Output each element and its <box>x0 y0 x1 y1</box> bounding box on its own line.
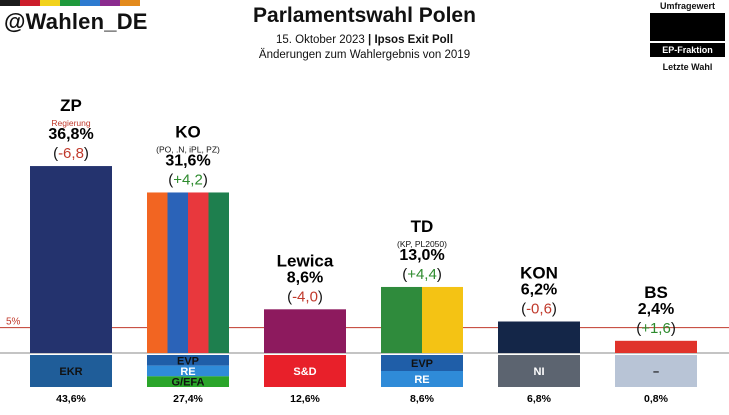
change-value: -6,8 <box>58 145 84 162</box>
vote-share-label: 31,6% <box>165 152 210 169</box>
poll-source: Ipsos Exit Poll <box>374 34 454 46</box>
legend-faction-label: EP-Fraktion <box>650 43 725 57</box>
party-name: TD <box>411 217 434 236</box>
bar-segment <box>30 166 112 353</box>
change-label: (+1,6) <box>636 320 676 337</box>
change-paren: ( <box>521 301 526 318</box>
party-coalition: (PO, .N, iPL, PZ) <box>156 144 220 154</box>
last-election-value: 27,4% <box>173 393 203 405</box>
change-value: -0,6 <box>526 301 552 318</box>
poll-date: 15. Oktober 2023 <box>275 34 365 46</box>
faction-box <box>381 355 463 371</box>
change-paren: ) <box>437 266 442 283</box>
faction-box <box>498 355 580 387</box>
change-paren: ) <box>552 301 557 318</box>
faction-label: RE <box>414 374 429 386</box>
brand-color-swatch <box>40 0 60 6</box>
vote-share-label: 8,6% <box>287 269 323 286</box>
last-election-value: 0,8% <box>644 393 669 405</box>
bar-segment <box>147 192 168 353</box>
change-label: (+4,4) <box>402 266 442 283</box>
change-paren: ( <box>53 145 58 162</box>
party-name: KO <box>175 122 201 141</box>
chart-subtitle-changes: Änderungen zum Wahlergebnis von 2019 <box>258 49 471 61</box>
faction-label: RE <box>180 366 195 378</box>
legend-poll-swatch <box>650 13 725 41</box>
brand-color-swatch <box>20 0 40 6</box>
change-paren: ) <box>84 145 89 162</box>
change-paren: ( <box>402 266 407 283</box>
change-value: -4,0 <box>292 288 318 305</box>
faction-box <box>30 355 112 387</box>
faction-label: S&D <box>293 366 316 378</box>
faction-box <box>615 355 697 387</box>
party-name: Lewica <box>277 251 334 270</box>
account-handle: @Wahlen_DE <box>4 9 148 34</box>
faction-box <box>147 365 229 377</box>
bar-segment <box>615 340 697 353</box>
last-election-value: 43,6% <box>56 393 86 405</box>
threshold-label: 5% <box>6 317 21 328</box>
vote-share-label: 2,4% <box>638 301 674 318</box>
bar-segment <box>381 286 422 353</box>
legend-poll-label: Umfragewert <box>659 1 715 11</box>
change-paren: ) <box>203 171 208 188</box>
change-value: +1,6 <box>641 320 671 337</box>
last-election-value: 8,6% <box>410 393 435 405</box>
brand-color-swatch <box>0 0 20 6</box>
change-label: (-6,8) <box>53 145 89 162</box>
faction-label: G/EFA <box>171 377 204 389</box>
brand-color-swatch <box>120 0 140 6</box>
change-paren: ) <box>671 320 676 337</box>
change-paren: ( <box>168 171 173 188</box>
last-election-value: 6,8% <box>527 393 552 405</box>
change-label: (-4,0) <box>287 288 323 305</box>
bar-segment <box>208 192 229 353</box>
party-name: BS <box>644 283 668 302</box>
bar-segment <box>167 192 188 353</box>
change-label: (-0,6) <box>521 301 557 318</box>
brand-color-swatch <box>80 0 100 6</box>
vote-share-label: 13,0% <box>399 247 444 264</box>
vote-share-label: 36,8% <box>48 126 93 143</box>
change-paren: ( <box>636 320 641 337</box>
bar-segment <box>422 286 463 353</box>
faction-box <box>381 371 463 387</box>
change-paren: ) <box>318 288 323 305</box>
brand-color-swatch <box>100 0 120 6</box>
party-name: KON <box>520 264 558 283</box>
brand-color-strip <box>0 0 140 6</box>
bar-segment <box>498 321 580 353</box>
faction-label: EVP <box>177 355 199 367</box>
faction-box <box>147 376 229 387</box>
faction-label: – <box>653 366 659 378</box>
subtitle-separator: | <box>368 34 372 46</box>
vote-share-label: 6,2% <box>521 282 557 299</box>
faction-box <box>264 355 346 387</box>
legend-last-election-label: Letzte Wahl <box>662 62 713 72</box>
bar-segment <box>188 192 209 353</box>
faction-label: NI <box>534 366 545 378</box>
legend-key: Umfragewert EP-Fraktion Letzte Wahl <box>650 1 725 72</box>
change-value: +4,4 <box>407 266 437 283</box>
party-name: ZP <box>60 96 82 115</box>
party-coalition: (KP, PL2050) <box>397 239 447 249</box>
brand-color-swatch <box>60 0 80 6</box>
faction-label: EVP <box>411 358 433 370</box>
chart-subtitle: 15. Oktober 2023 | Ipsos Exit Poll <box>0 34 729 46</box>
bar-segment <box>264 309 346 353</box>
change-paren: ( <box>287 288 292 305</box>
faction-label: EKR <box>59 366 82 378</box>
change-value: +4,2 <box>173 171 203 188</box>
last-election-value: 12,6% <box>290 393 320 405</box>
party-note: Regierung <box>51 118 90 128</box>
change-label: (+4,2) <box>168 171 208 188</box>
faction-box <box>147 355 229 366</box>
chart-title: Parlamentswahl Polen <box>253 4 476 27</box>
